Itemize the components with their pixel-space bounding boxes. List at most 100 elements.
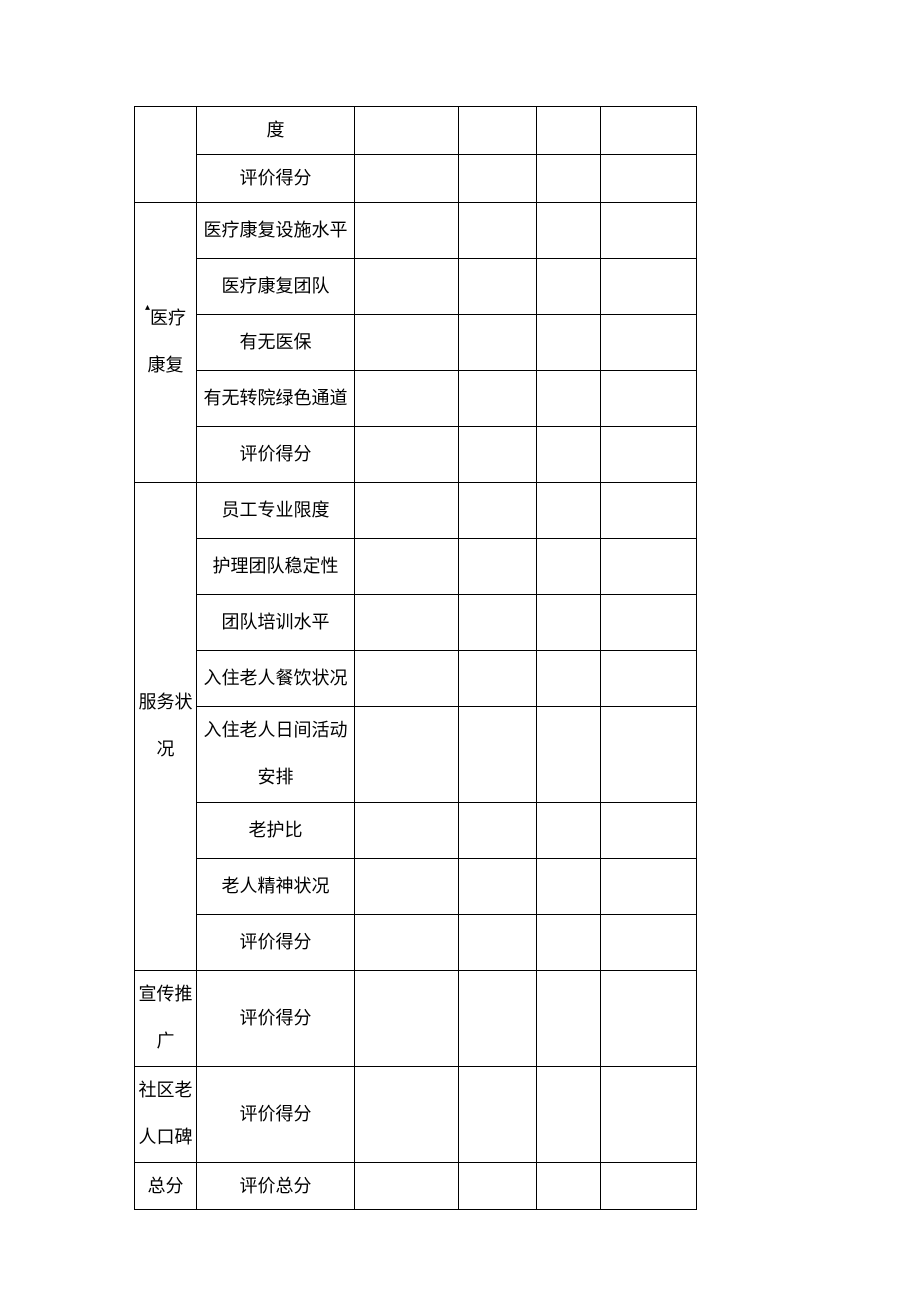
value-cell (601, 426, 697, 482)
item-cell: 评价总分 (197, 1162, 355, 1210)
value-cell (459, 370, 537, 426)
item-cell: 医疗康复团队 (197, 258, 355, 314)
item-cell: 老护比 (197, 802, 355, 858)
value-cell (601, 802, 697, 858)
category-cell-service: 服务状况 (135, 482, 197, 970)
value-cell (537, 370, 601, 426)
value-cell (537, 650, 601, 706)
table-row: 护理团队稳定性 (135, 538, 697, 594)
item-cell: 评价得分 (197, 914, 355, 970)
value-cell (601, 202, 697, 258)
value-cell (355, 802, 459, 858)
item-cell: 入住老人日间活动安排 (197, 706, 355, 802)
item-cell: 团队培训水平 (197, 594, 355, 650)
value-cell (355, 482, 459, 538)
table-row: 度 (135, 107, 697, 155)
value-cell (355, 594, 459, 650)
value-cell (601, 482, 697, 538)
value-cell (459, 202, 537, 258)
item-cell: 评价得分 (197, 1066, 355, 1162)
value-cell (601, 1066, 697, 1162)
value-cell (355, 1162, 459, 1210)
value-cell (537, 914, 601, 970)
value-cell (459, 1066, 537, 1162)
value-cell (601, 706, 697, 802)
value-cell (601, 314, 697, 370)
table-row: 评价得分 (135, 426, 697, 482)
item-cell: 评价得分 (197, 426, 355, 482)
value-cell (355, 154, 459, 202)
value-cell (537, 258, 601, 314)
item-cell: 入住老人餐饮状况 (197, 650, 355, 706)
value-cell (537, 314, 601, 370)
value-cell (355, 858, 459, 914)
value-cell (459, 258, 537, 314)
value-cell (459, 426, 537, 482)
value-cell (355, 426, 459, 482)
item-cell: 度 (197, 107, 355, 155)
item-cell: 医疗康复设施水平 (197, 202, 355, 258)
value-cell (355, 1066, 459, 1162)
value-cell (537, 706, 601, 802)
value-cell (355, 970, 459, 1066)
value-cell (601, 650, 697, 706)
value-cell (459, 802, 537, 858)
value-cell (601, 370, 697, 426)
value-cell (537, 107, 601, 155)
value-cell (459, 914, 537, 970)
table-row: 评价得分 (135, 154, 697, 202)
item-cell: 有无转院绿色通道 (197, 370, 355, 426)
value-cell (355, 538, 459, 594)
value-cell (537, 202, 601, 258)
value-cell (537, 426, 601, 482)
table-row: 宣传推广 评价得分 (135, 970, 697, 1066)
value-cell (355, 202, 459, 258)
value-cell (601, 107, 697, 155)
value-cell (537, 154, 601, 202)
value-cell (537, 538, 601, 594)
value-cell (459, 107, 537, 155)
value-cell (355, 314, 459, 370)
value-cell (355, 107, 459, 155)
value-cell (601, 970, 697, 1066)
value-cell (537, 970, 601, 1066)
category-cell-promotion: 宣传推广 (135, 970, 197, 1066)
value-cell (601, 594, 697, 650)
value-cell (355, 258, 459, 314)
value-cell (355, 650, 459, 706)
value-cell (601, 154, 697, 202)
item-cell: 评价得分 (197, 154, 355, 202)
value-cell (537, 1066, 601, 1162)
value-cell (601, 914, 697, 970)
table-row: 入住老人日间活动安排 (135, 706, 697, 802)
value-cell (459, 1162, 537, 1210)
category-cell (135, 107, 197, 203)
value-cell (537, 802, 601, 858)
value-cell (459, 594, 537, 650)
table-row: 老人精神状况 (135, 858, 697, 914)
value-cell (601, 858, 697, 914)
value-cell (459, 858, 537, 914)
table-row: 老护比 (135, 802, 697, 858)
item-cell: 评价得分 (197, 970, 355, 1066)
value-cell (459, 650, 537, 706)
table-row: 团队培训水平 (135, 594, 697, 650)
table-row: 医疗康复团队 (135, 258, 697, 314)
table-row: 总分 评价总分 (135, 1162, 697, 1210)
value-cell (459, 482, 537, 538)
table-row: 有无医保 (135, 314, 697, 370)
value-cell (601, 1162, 697, 1210)
value-cell (537, 858, 601, 914)
value-cell (355, 914, 459, 970)
value-cell (355, 706, 459, 802)
item-cell: 护理团队稳定性 (197, 538, 355, 594)
item-cell: 员工专业限度 (197, 482, 355, 538)
category-cell-medical: ▴医疗康复 (135, 202, 197, 482)
item-cell: 老人精神状况 (197, 858, 355, 914)
table-row: 服务状况 员工专业限度 (135, 482, 697, 538)
value-cell (459, 706, 537, 802)
value-cell (537, 482, 601, 538)
value-cell (459, 314, 537, 370)
table-row: ▴医疗康复 医疗康复设施水平 (135, 202, 697, 258)
value-cell (537, 594, 601, 650)
